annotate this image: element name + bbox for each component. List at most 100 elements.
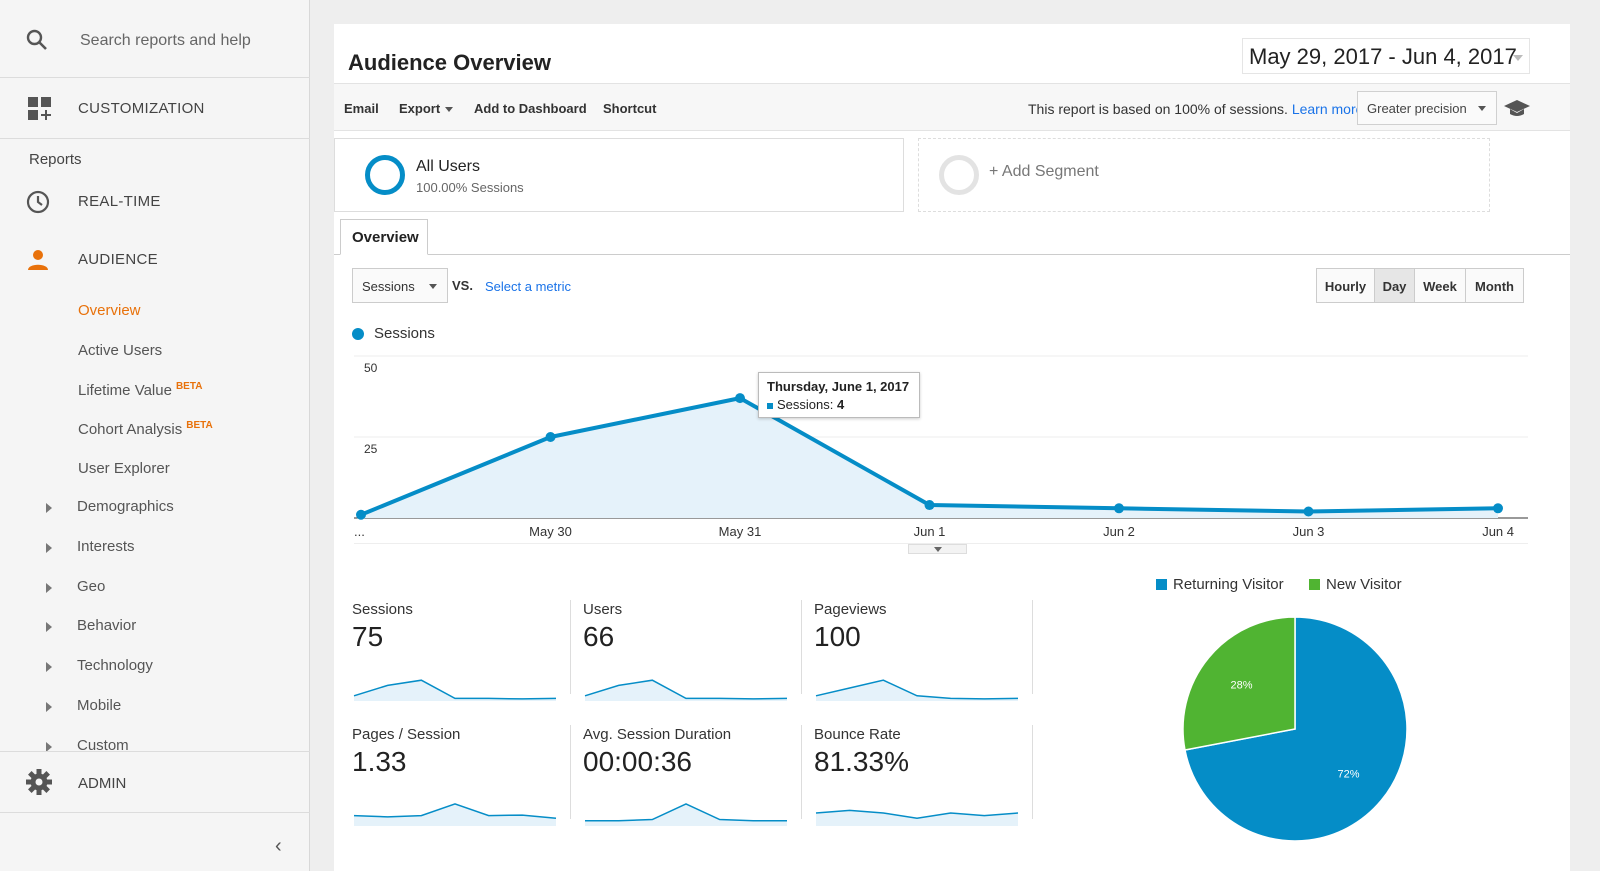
granularity-day[interactable]: Day xyxy=(1374,268,1415,303)
graduation-cap-icon[interactable] xyxy=(1504,98,1530,123)
add-segment-button[interactable]: + Add Segment xyxy=(918,138,1490,212)
sidebar-item-geo[interactable]: Geo xyxy=(77,578,106,595)
pie-slice-label: 28% xyxy=(1230,680,1252,692)
precision-dropdown[interactable]: Greater precision xyxy=(1357,91,1497,125)
metric-tile[interactable]: Pages / Session 1.33 xyxy=(334,726,564,846)
tab-divider xyxy=(334,254,1570,255)
sidebar-item-demographics[interactable]: Demographics xyxy=(77,498,174,515)
pie-legend-label: Returning Visitor xyxy=(1173,576,1284,593)
metric-tile[interactable]: Users 66 xyxy=(565,601,795,721)
sidebar-item-technology[interactable]: Technology xyxy=(77,657,153,674)
add-segment-label: + Add Segment xyxy=(989,163,1099,180)
visitor-pie-chart[interactable]: 72% 28% xyxy=(1180,614,1410,844)
pie-slice xyxy=(1182,616,1296,751)
sparkline-area xyxy=(354,803,556,826)
vs-label: VS. xyxy=(452,278,473,293)
sidebar-item-label: ADMIN xyxy=(78,775,127,792)
sidebar-item-mobile[interactable]: Mobile xyxy=(77,697,122,714)
x-tick-label: Jun 4 xyxy=(1482,524,1514,539)
metric-label: Pages / Session xyxy=(352,726,461,743)
metric-dropdown[interactable]: Sessions xyxy=(352,268,448,303)
metric-value: 1.33 xyxy=(352,746,407,777)
sidebar-item-behavior[interactable]: Behavior xyxy=(77,617,137,634)
date-range-text: May 29, 2017 - Jun 4, 2017 xyxy=(1249,44,1517,69)
sessions-chart[interactable]: 25 50... May 30 May 31 Jun 1 Jun 2 Jun 3 Jun 4 xyxy=(334,344,1534,544)
person-icon xyxy=(26,248,50,277)
segment-name: All Users xyxy=(416,158,481,175)
metric-label: Sessions xyxy=(352,601,413,618)
segment-all-users[interactable]: All Users 100.00% Sessions xyxy=(334,138,904,212)
collapse-sidebar-icon[interactable]: ‹ xyxy=(275,835,282,857)
learn-more-link[interactable]: Learn more xyxy=(1291,101,1364,117)
export-button[interactable]: Export xyxy=(399,101,454,116)
metric-sparkline xyxy=(353,679,557,701)
chart-expand-handle[interactable] xyxy=(908,544,967,554)
y-tick-label: 50 xyxy=(364,361,378,375)
date-range-picker[interactable]: May 29, 2017 - Jun 4, 2017 xyxy=(1242,38,1530,74)
shortcut-button[interactable]: Shortcut xyxy=(603,101,657,116)
metric-tile[interactable]: Pageviews 100 xyxy=(796,601,1026,721)
email-button[interactable]: Email xyxy=(344,101,379,116)
metric-tile[interactable]: Avg. Session Duration 00:00:36 xyxy=(565,726,795,846)
search-input[interactable]: Search reports and help xyxy=(80,32,251,49)
expand-arrow-icon[interactable] xyxy=(46,622,52,632)
sparkline-line xyxy=(815,679,1019,700)
sidebar-item-label: REAL-TIME xyxy=(78,193,161,210)
pie-slice xyxy=(1184,616,1408,842)
metric-tile[interactable]: Bounce Rate 81.33% xyxy=(796,726,1026,846)
sidebar-item-custom[interactable]: Custom xyxy=(77,737,129,754)
report-panel: Audience Overview May 29, 2017 - Jun 4, … xyxy=(334,24,1570,871)
sessions-legend-label: Sessions xyxy=(374,325,435,342)
metric-label: Users xyxy=(583,601,623,618)
expand-arrow-icon[interactable] xyxy=(46,742,52,752)
metric-value: 75 xyxy=(352,621,384,652)
expand-arrow-icon[interactable] xyxy=(46,503,52,513)
metric-label: Pageviews xyxy=(814,601,887,618)
metric-value: 81.33% xyxy=(814,746,909,777)
tile-divider xyxy=(801,725,802,819)
sidebar-item-admin[interactable]: ADMIN xyxy=(0,751,310,813)
search-icon xyxy=(26,29,48,56)
sparkline-line xyxy=(353,803,557,819)
chevron-down-icon xyxy=(1478,106,1486,111)
tile-divider xyxy=(1032,600,1033,694)
sidebar-item-realtime[interactable]: REAL-TIME xyxy=(0,182,310,222)
sidebar-item-customization[interactable]: CUSTOMIZATION xyxy=(0,78,310,139)
granularity-week[interactable]: Week xyxy=(1414,268,1466,303)
gear-icon xyxy=(26,769,52,800)
expand-arrow-icon[interactable] xyxy=(46,662,52,672)
select-metric-link[interactable]: Select a metric xyxy=(485,279,571,294)
sampling-note-text: This report is based on 100% of sessions… xyxy=(1028,101,1288,117)
sidebar-item-active-users[interactable]: Active Users xyxy=(78,342,163,359)
add-to-dashboard-button[interactable]: Add to Dashboard xyxy=(474,101,587,116)
beta-badge: BETA xyxy=(175,381,203,392)
pie-legend-new: New Visitor xyxy=(1309,576,1402,593)
sidebar-item-label: Lifetime Value xyxy=(78,382,172,399)
sidebar-item-cohort-analysis[interactable]: Cohort Analysis BETA xyxy=(78,420,213,438)
metric-tile[interactable]: Sessions 75 xyxy=(334,601,564,721)
sidebar-item-lifetime-value[interactable]: Lifetime Value BETA xyxy=(78,381,202,399)
granularity-hourly[interactable]: Hourly xyxy=(1316,268,1375,303)
sparkline-area xyxy=(585,803,787,826)
x-tick-label: May 31 xyxy=(719,524,762,539)
tooltip-metric-value: 4 xyxy=(837,397,845,412)
expand-arrow-icon[interactable] xyxy=(46,702,52,712)
sidebar-item-user-explorer[interactable]: User Explorer xyxy=(78,460,170,477)
tab-overview[interactable]: Overview xyxy=(340,219,428,255)
sidebar-item-overview[interactable]: Overview xyxy=(78,302,141,319)
expand-arrow-icon[interactable] xyxy=(46,583,52,593)
sparkline-line xyxy=(584,679,788,700)
sidebar-item-audience[interactable]: AUDIENCE xyxy=(0,240,310,280)
precision-value: Greater precision xyxy=(1367,101,1467,116)
x-tick-label: May 30 xyxy=(529,524,572,539)
metric-sparkline xyxy=(815,809,1019,826)
sparkline-area xyxy=(816,680,1018,701)
pie-legend-returning: Returning Visitor xyxy=(1156,576,1284,593)
beta-badge: BETA xyxy=(186,420,213,431)
tile-divider xyxy=(1032,725,1033,819)
expand-arrow-icon[interactable] xyxy=(46,543,52,553)
sidebar-search[interactable]: Search reports and help xyxy=(0,0,310,78)
sidebar-item-interests[interactable]: Interests xyxy=(77,538,135,555)
metric-value: 00:00:36 xyxy=(583,746,692,777)
granularity-month[interactable]: Month xyxy=(1465,268,1524,303)
